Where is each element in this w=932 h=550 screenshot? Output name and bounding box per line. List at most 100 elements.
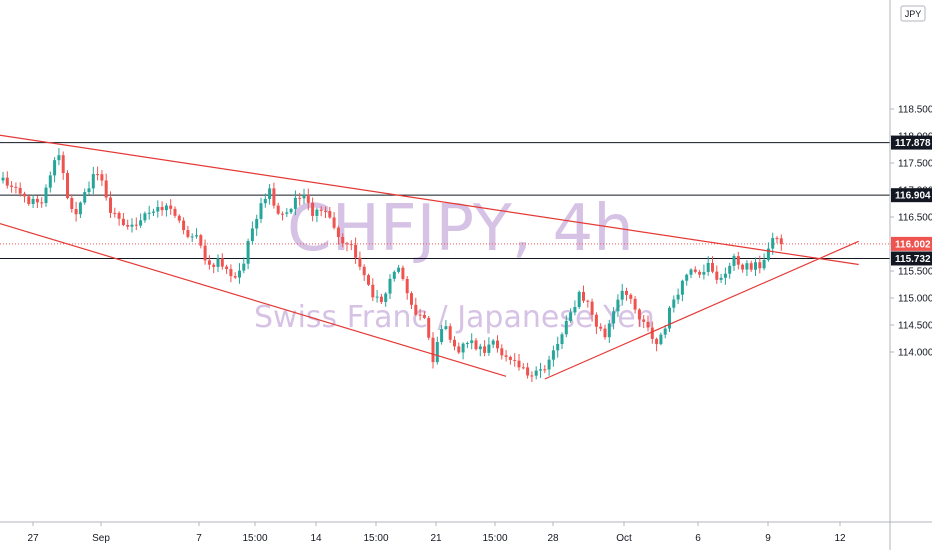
candle-body	[362, 266, 366, 276]
candle-body	[642, 319, 646, 322]
candle-body	[491, 340, 495, 345]
candle-body	[289, 208, 293, 213]
time-axis[interactable]: 27 Sep 7 15:00 14 15:00 21 15:00 28 Oct 6 9 12	[0, 521, 932, 544]
candle-body	[182, 220, 186, 231]
x-tick-label: 27	[27, 533, 39, 544]
candle-body	[225, 266, 229, 270]
candle-body	[212, 264, 216, 267]
candle-body	[719, 277, 723, 280]
candle-body	[70, 197, 74, 210]
candle-body	[315, 209, 319, 216]
candle-body	[285, 212, 289, 214]
x-tick-label: Oct	[616, 533, 632, 544]
trendline-descending-support[interactable]	[0, 209, 507, 377]
candle-body	[749, 263, 753, 270]
price-tags: 117.878 116.904 115.732 116.002	[891, 135, 932, 266]
candle-body	[590, 301, 594, 315]
candle-body	[349, 244, 353, 246]
trendline-descending-resistance[interactable]	[0, 128, 859, 266]
candle-body	[156, 207, 160, 212]
candle-body	[169, 205, 173, 209]
candle-body	[190, 236, 194, 238]
candle-body	[238, 270, 241, 278]
price-axis[interactable]: 114.000114.500115.000115.500116.000116.5…	[889, 0, 932, 550]
candle-body	[612, 311, 616, 324]
candle-body	[508, 356, 512, 360]
candle-body	[745, 263, 749, 270]
x-tick-label: 15:00	[363, 533, 388, 544]
candle-body	[672, 299, 676, 308]
candle-body	[762, 259, 766, 269]
candle-body	[48, 175, 52, 188]
trendlines	[0, 128, 859, 380]
candle-body	[483, 346, 487, 353]
candle-body	[440, 329, 444, 343]
candle-body	[293, 197, 297, 209]
candle-body	[23, 193, 26, 197]
candle-body	[461, 343, 465, 353]
candle-body	[736, 256, 740, 265]
candle-body	[186, 230, 190, 237]
candle-body	[594, 314, 598, 327]
candle-body	[121, 218, 125, 225]
candle-body	[723, 273, 727, 278]
candle-body	[676, 294, 680, 300]
candle-body	[367, 275, 370, 285]
candle-body	[74, 209, 78, 215]
candle-body	[573, 306, 577, 313]
candle-body	[551, 350, 555, 360]
candle-body	[453, 339, 456, 347]
candle-body	[741, 264, 745, 270]
candle-body	[706, 262, 710, 272]
candle-body	[18, 187, 22, 194]
candle-body	[229, 269, 233, 277]
candle-body	[564, 320, 568, 335]
candle-body	[431, 337, 435, 363]
candle-body	[152, 211, 155, 213]
candle-body	[255, 218, 259, 229]
current-price-tag-label: 116.002	[895, 239, 931, 250]
candle-body	[616, 299, 620, 312]
candle-body	[27, 196, 31, 204]
candle-body	[401, 267, 405, 279]
candle-body	[637, 309, 641, 320]
current-price-tag	[891, 236, 932, 251]
candle-body	[543, 369, 547, 371]
candle-body	[87, 188, 91, 193]
candle-body	[693, 269, 697, 272]
candle-body	[31, 198, 35, 204]
candle-body	[5, 177, 9, 186]
candle-body	[126, 224, 130, 227]
candle-body	[40, 202, 44, 204]
candle-body	[465, 343, 469, 345]
currency-badge[interactable]: JPY	[900, 5, 926, 22]
candle-body	[319, 209, 323, 211]
candle-body	[457, 346, 461, 353]
y-tick-label: 118.500	[898, 105, 932, 116]
candle-body	[246, 241, 250, 264]
candle-body	[689, 269, 693, 275]
trendline-ascending-support[interactable]	[544, 240, 859, 380]
candle-body	[771, 238, 775, 249]
x-tick-label: 15:00	[242, 533, 267, 544]
candle-body	[513, 359, 517, 361]
candle-body	[113, 212, 117, 214]
candles	[1, 148, 783, 383]
candle-body	[659, 334, 663, 345]
candle-body	[444, 326, 448, 330]
candle-body	[680, 280, 684, 295]
candle-body	[732, 256, 736, 266]
candle-body	[147, 212, 151, 214]
candle-body	[281, 213, 284, 215]
candle-body	[336, 227, 340, 238]
candle-body	[779, 238, 783, 244]
candle-body	[603, 328, 607, 338]
candle-body	[582, 291, 585, 301]
candle-body	[242, 263, 246, 271]
x-tick-label: 21	[430, 533, 442, 544]
candle-body	[298, 197, 302, 199]
candle-body	[521, 367, 525, 369]
candle-body	[130, 224, 134, 227]
